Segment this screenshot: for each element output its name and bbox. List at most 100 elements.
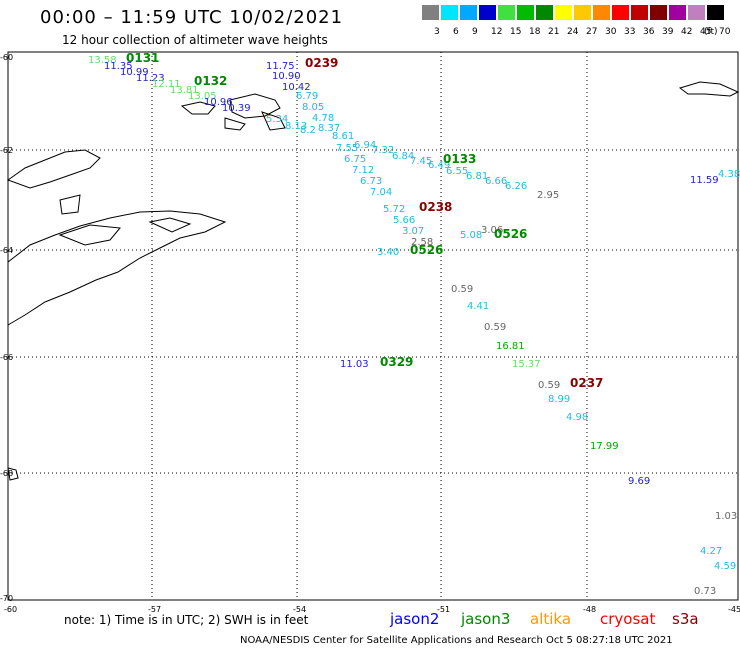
legend-label: 70 xyxy=(719,27,731,37)
wave-height-value: 9.69 xyxy=(628,476,651,487)
wave-height-value: 8.61 xyxy=(332,131,355,142)
pass-time-label: 0526 xyxy=(494,227,528,241)
wave-height-value: 11.35 xyxy=(104,61,133,72)
wave-height-value: 6.94 xyxy=(354,140,377,151)
wave-height-value: 4.78 xyxy=(312,113,335,124)
note-text: note: 1) Time is in UTC; 2) SWH is in fe… xyxy=(64,613,309,627)
legend-swatch xyxy=(555,5,572,20)
latitude-label: -66 xyxy=(0,353,13,362)
legend-label: 24 xyxy=(567,27,579,37)
pass-time-label: 0329 xyxy=(380,355,414,369)
land-outline xyxy=(6,81,740,481)
wave-height-value: 15.37 xyxy=(512,359,541,370)
wave-height-value: 3.40 xyxy=(377,247,400,258)
wave-height-value: 6.26 xyxy=(505,181,528,192)
wave-height-value: 2.95 xyxy=(537,190,560,201)
legend-label: 21 xyxy=(548,27,560,37)
longitude-label: -45 xyxy=(728,605,740,614)
legend-label: 18 xyxy=(529,27,541,37)
legend-swatch xyxy=(688,5,705,20)
wave-height-value: 7.55 xyxy=(336,143,359,154)
wave-height-value: 10.39 xyxy=(222,103,251,114)
wave-height-value: 7.45 xyxy=(410,156,433,167)
wave-height-value: 6.66 xyxy=(485,176,508,187)
wave-height-value: 7.04 xyxy=(370,187,393,198)
wave-height-value: 17.99 xyxy=(590,441,619,452)
legend-label: 30 xyxy=(605,27,617,37)
legend-label: 6 xyxy=(453,27,459,37)
wave-height-value: 2.58 xyxy=(411,237,434,248)
legend-label: 15 xyxy=(510,27,522,37)
wave-height-value: 1.03 xyxy=(715,511,738,522)
legend-label: 33 xyxy=(624,27,636,37)
legend-swatch xyxy=(536,5,553,20)
wave-height-value: 5.66 xyxy=(393,215,416,226)
wave-height-value: 0.59 xyxy=(538,380,561,391)
satellite-name: jason2 xyxy=(390,610,440,628)
wave-height-value: 3.06 xyxy=(481,225,504,236)
wave-height-value: 10.90 xyxy=(272,71,301,82)
wave-height-value: 11.03 xyxy=(340,359,369,370)
longitude-label: -51 xyxy=(437,605,450,614)
graticule xyxy=(7,51,739,601)
wave-height-value: 6.81 xyxy=(466,171,489,182)
wave-height-value: 4.98 xyxy=(566,412,589,423)
wave-height-value: 8.2 xyxy=(300,125,316,136)
legend-label: 45 xyxy=(700,27,712,37)
legend-swatch xyxy=(479,5,496,20)
legend-label: 27 xyxy=(586,27,598,37)
legend-swatch xyxy=(707,5,724,20)
wave-height-value: 5.08 xyxy=(460,230,483,241)
wave-height-value: 4.27 xyxy=(700,546,723,557)
latitude-label: -68 xyxy=(0,469,13,478)
wave-height-value: 7.32 xyxy=(372,145,395,156)
wave-height-value: 11.59 xyxy=(690,175,719,186)
wave-height-value: 12.11 xyxy=(152,79,181,90)
pass-time-label: 0131 xyxy=(126,51,160,65)
wave-height-value: 4.38 xyxy=(718,169,740,180)
wave-height-value: 11.23 xyxy=(136,73,165,84)
wave-height-value: 4.59 xyxy=(714,561,737,572)
wave-height-value: 13.81 xyxy=(170,85,199,96)
legend-label: 42 xyxy=(681,27,693,37)
wave-height-value: 8.05 xyxy=(302,102,325,113)
pass-time-label: 0132 xyxy=(194,74,228,88)
legend-label: 39 xyxy=(662,27,674,37)
wave-height-value: 13.58 xyxy=(88,55,117,66)
pass-time-label: 0133 xyxy=(443,152,477,166)
legend-label: 9 xyxy=(472,27,478,37)
map-subtitle: 12 hour collection of altimeter wave hei… xyxy=(62,33,328,47)
wave-height-value: 0.73 xyxy=(694,586,717,597)
legend-swatch xyxy=(650,5,667,20)
legend-swatch xyxy=(498,5,515,20)
pass-time-label: 0526 xyxy=(410,243,444,257)
wave-height-value: 0.59 xyxy=(451,284,474,295)
legend-label: 3 xyxy=(434,27,440,37)
latitude-label: -64 xyxy=(0,246,13,255)
credit-line: NOAA/NESDIS Center for Satellite Applica… xyxy=(240,635,673,646)
wave-height-value: 8.99 xyxy=(548,394,571,405)
map-title: 00:00 – 11:59 UTC 10/02/2021 xyxy=(40,7,344,28)
satellite-name: s3a xyxy=(672,610,699,628)
latitude-label: -70 xyxy=(0,594,13,603)
legend-swatch xyxy=(631,5,648,20)
latitude-label: -62 xyxy=(0,146,13,155)
legend-swatch xyxy=(517,5,534,20)
latitude-labels: -60 -62 -64 -66 -68 -70 xyxy=(0,53,13,603)
satellite-name: altika xyxy=(530,610,572,628)
satellite-name: cryosat xyxy=(600,610,656,628)
legend-swatch xyxy=(574,5,591,20)
longitude-label: -54 xyxy=(293,605,306,614)
wave-height-value: 10.96 xyxy=(204,97,233,108)
legend-swatch xyxy=(669,5,686,20)
legend-swatch xyxy=(441,5,458,20)
wave-height-value: 0.59 xyxy=(484,322,507,333)
pass-time-label: 0237 xyxy=(570,376,604,390)
wave-height-value: 5.72 xyxy=(383,204,406,215)
pass-time-label: 0238 xyxy=(419,200,453,214)
legend-unit: (ft) xyxy=(704,27,718,37)
wave-height-value: 10.99 xyxy=(120,67,149,78)
wave-height-value: 6.73 xyxy=(360,176,383,187)
